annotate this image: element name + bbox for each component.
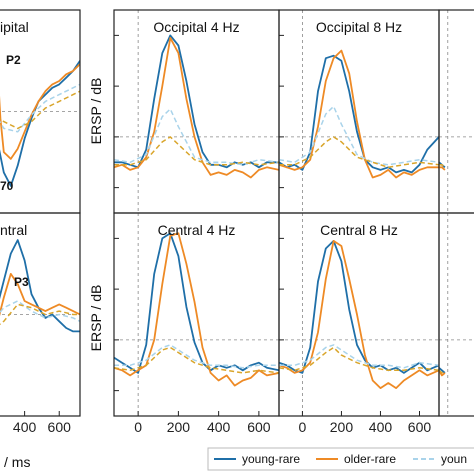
panels-layer: ipital P2 70 ntral P3 Occipital 4 Hz Occipital… (0, 9, 474, 435)
x-tick-label: 400 (369, 419, 393, 435)
series-line-young-freq (279, 105, 439, 166)
legend: young-rare older-rare youn (207, 447, 474, 471)
panel-title-occipital-8: Occipital 8 Hz (316, 19, 402, 35)
series-line-young-rare (439, 367, 446, 374)
x-tick-label: 0 (134, 419, 142, 435)
series-line-older-freq (439, 164, 446, 168)
panel-central-4: Central 4 Hz (113, 212, 280, 417)
series-line-older-rare (0, 272, 80, 317)
series-line-young-rare (0, 60, 80, 187)
panel-frame (438, 212, 474, 417)
x-tick-label: 600 (408, 419, 432, 435)
panel-central-8: Central 8 Hz (278, 212, 440, 417)
series-line-older-freq (0, 303, 80, 326)
series-line-older-freq (279, 346, 439, 372)
x-tick-label: 0 (299, 419, 307, 435)
x-tick-label: 200 (167, 419, 191, 435)
legend-label-young-freq: youn (441, 452, 467, 466)
series-line-older-freq (439, 369, 446, 374)
x-tick-label: 400 (207, 419, 231, 435)
panel-frame (113, 9, 280, 214)
panel-frame (278, 212, 440, 417)
series-line-older-freq (114, 136, 279, 166)
annotation-p2: P2 (6, 53, 21, 67)
legend-label-older-rare: older-rare (344, 452, 396, 466)
panel-title-central-4: Central 4 Hz (158, 222, 236, 238)
panel-frame (278, 9, 440, 214)
series-line-older-rare (279, 49, 439, 179)
x-tick-label: 600 (247, 419, 271, 435)
panel-title-left-bottom: ntral (0, 222, 27, 238)
annotation-p3: P3 (14, 275, 29, 289)
series-line-young-rare (114, 232, 279, 374)
x-axis-label: / ms (4, 454, 30, 470)
series-line-young-rare (114, 34, 279, 169)
series-line-older-freq (279, 136, 439, 169)
y-axis-label-bottom: ERSP / dB (88, 285, 104, 352)
panel-occipital-4: Occipital 4 Hz (113, 9, 280, 214)
series-line-young-freq (0, 83, 80, 133)
x-tick-label: 600 (48, 419, 72, 435)
series-line-young-freq (114, 344, 279, 369)
series-line-young-rare (279, 54, 439, 174)
series-line-young-rare (0, 239, 80, 333)
panel-right-bottom (438, 212, 474, 417)
x-tick-label: 200 (330, 419, 354, 435)
series-line-older-rare (114, 232, 279, 387)
series-line-young-rare (279, 239, 439, 374)
series-line-older-rare (114, 37, 279, 179)
annotation-70: 70 (0, 179, 14, 193)
series-line-older-rare (439, 166, 446, 171)
panel-frame (438, 9, 474, 214)
series-line-older-rare (0, 63, 80, 160)
series-line-older-rare (279, 239, 439, 390)
panel-left-bottom: ntral P3 (0, 212, 81, 417)
panel-title-central-8: Central 8 Hz (320, 222, 398, 238)
panel-title-left-top: ipital (0, 19, 29, 35)
legend-box (207, 447, 474, 471)
series-line-young-freq (0, 300, 80, 322)
series-line-young-freq (114, 108, 279, 166)
legend-label-young-rare: young-rare (242, 452, 300, 466)
x-tick-label: 400 (13, 419, 37, 435)
series-line-older-freq (0, 90, 80, 130)
series-line-older-freq (114, 346, 279, 374)
panel-occipital-8: Occipital 8 Hz (278, 9, 440, 214)
series-line-young-freq (279, 344, 439, 369)
panel-right-top (438, 9, 474, 214)
panel-title-occipital-4: Occipital 4 Hz (153, 19, 239, 35)
panel-frame (0, 212, 81, 417)
y-axis-label-top: ERSP / dB (88, 78, 104, 145)
panel-left-top: ipital P2 70 (0, 9, 81, 214)
